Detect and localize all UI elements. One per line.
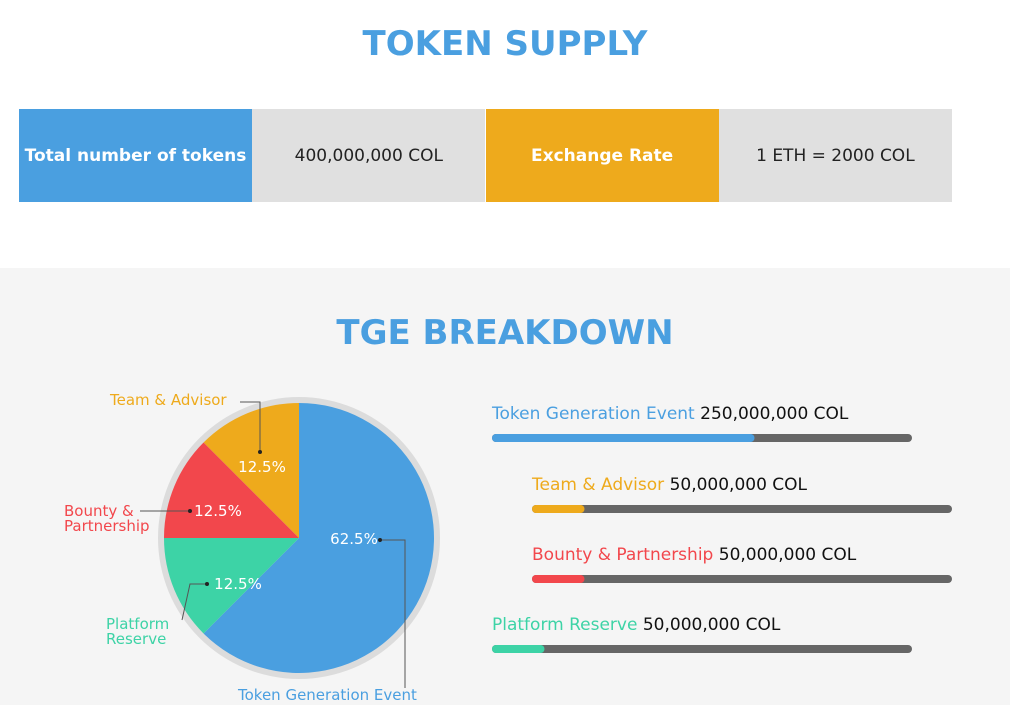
supply-cell: 1 ETH = 2000 COL — [718, 109, 952, 202]
pie-category-label: Bounty & Partnership — [64, 502, 150, 535]
pie-slice — [164, 442, 299, 538]
leader-dot — [378, 538, 382, 542]
bar-amount: 50,000,000 COL — [642, 615, 781, 635]
pie-value-label: 62.5% — [330, 530, 378, 548]
pie-category-label: Token Generation Event — [238, 686, 417, 704]
bar-label: Platform Reserve 50,000,000 COL — [492, 615, 780, 635]
pie-category-label: Team & Advisor — [110, 391, 227, 409]
supply-cell: 400,000,000 COL — [252, 109, 486, 202]
pie-value-label: 12.5% — [194, 502, 242, 520]
pie-slice — [164, 538, 299, 634]
bar-label: Bounty & Partnership 50,000,000 COL — [532, 545, 856, 565]
chart-title: TGE BREAKDOWN — [336, 313, 674, 353]
leader-dot — [258, 450, 262, 454]
supply-title: TOKEN SUPPLY — [362, 24, 648, 64]
leader-line — [240, 401, 261, 452]
bar-amount: 50,000,000 COL — [669, 475, 808, 495]
pie-value-label: 12.5% — [214, 575, 262, 593]
leader-dot — [188, 509, 192, 513]
pie-slice — [203, 403, 435, 673]
leader-line — [181, 583, 207, 621]
leader-dot — [205, 582, 209, 586]
bar-label: Team & Advisor 50,000,000 COL — [532, 475, 807, 495]
supply-cell: Exchange Rate — [485, 109, 719, 202]
leader-line — [380, 539, 406, 688]
bar-amount: 50,000,000 COL — [718, 545, 857, 565]
supply-cell: Total number of tokens — [19, 109, 252, 202]
bar-label: Token Generation Event 250,000,000 COL — [492, 404, 848, 424]
bar-name: Platform Reserve — [492, 615, 638, 635]
pie-value-label: 12.5% — [238, 458, 286, 476]
pie-category-label: Platform Reserve — [106, 615, 170, 648]
pie-slice — [203, 403, 299, 538]
bar-amount: 250,000,000 COL — [700, 404, 849, 424]
bar-name: Token Generation Event — [492, 404, 695, 424]
bar-name: Team & Advisor — [532, 475, 665, 495]
bar-name: Bounty & Partnership — [532, 545, 714, 565]
